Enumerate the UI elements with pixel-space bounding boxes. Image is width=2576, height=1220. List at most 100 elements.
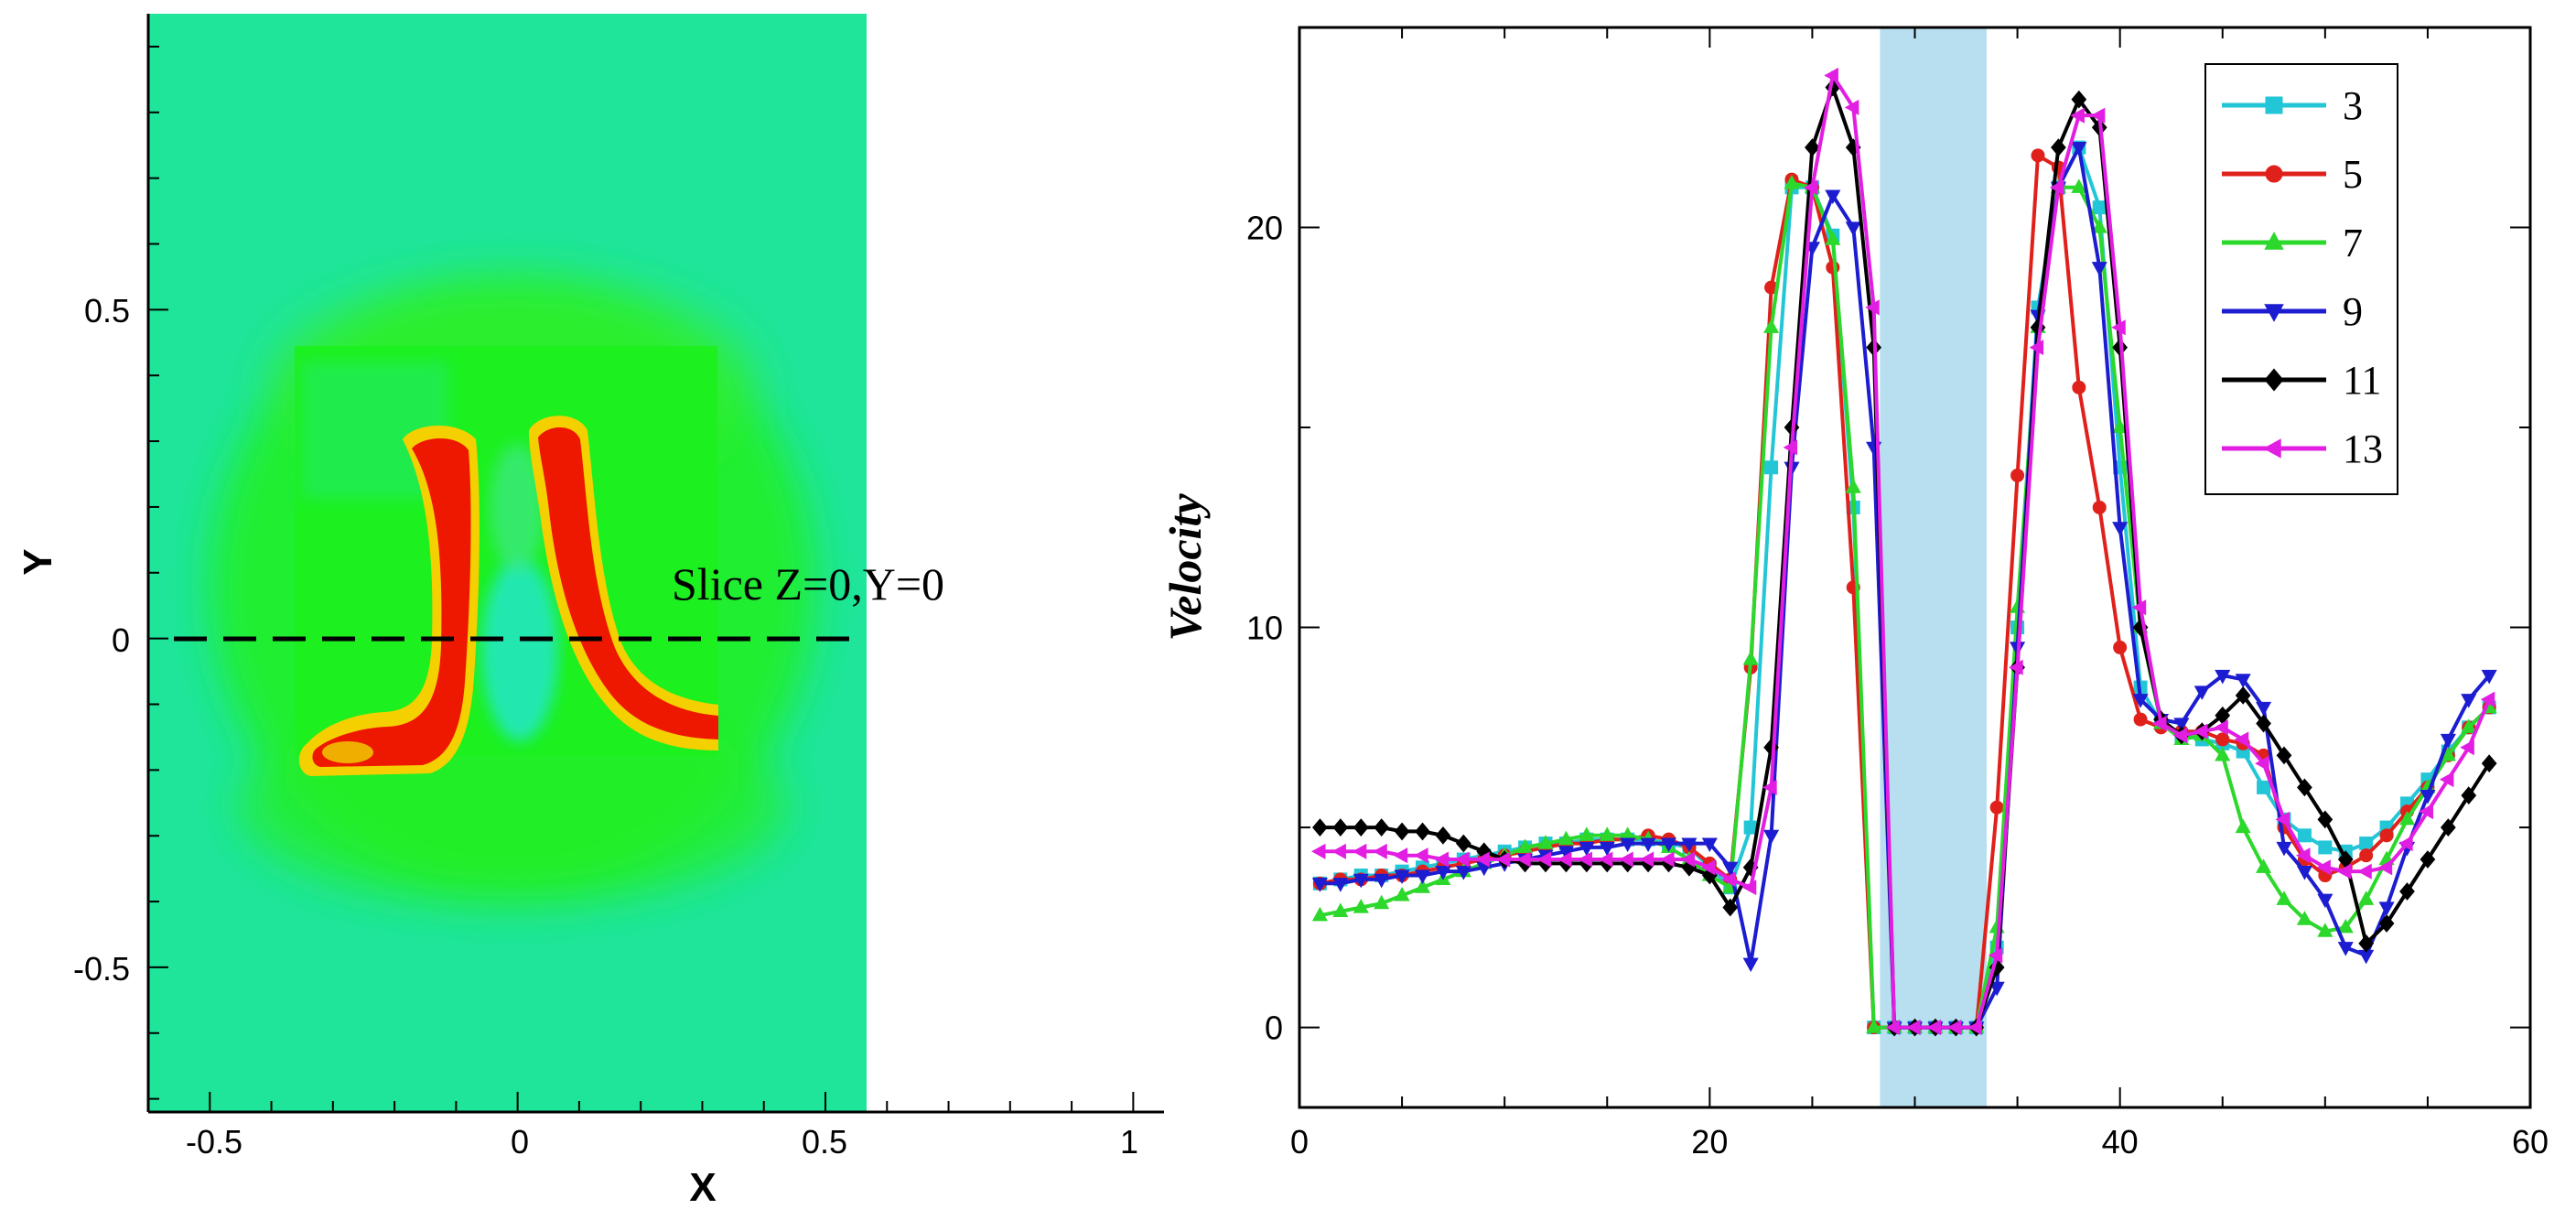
data-point-11 bbox=[2399, 882, 2415, 901]
data-point-11 bbox=[1763, 738, 1779, 757]
data-point-13 bbox=[1639, 851, 1654, 868]
data-point-13 bbox=[1721, 871, 1736, 888]
data-point-9 bbox=[2317, 893, 2333, 909]
data-point-11 bbox=[2071, 90, 2087, 109]
data-point-13 bbox=[2070, 107, 2085, 124]
data-point-13 bbox=[2316, 859, 2331, 876]
data-point-9 bbox=[1394, 869, 1410, 884]
shaded-region bbox=[1880, 27, 1987, 1107]
legend-label: 11 bbox=[2343, 358, 2381, 403]
data-point-13 bbox=[2172, 728, 2188, 744]
data-point-9 bbox=[1311, 878, 1328, 892]
data-point-13 bbox=[1557, 851, 1572, 868]
data-point-9 bbox=[2215, 669, 2231, 685]
chart-tick-labels: 0 20 40 60 0 10 20 bbox=[1246, 210, 2549, 1161]
data-point-5 bbox=[2010, 468, 2025, 482]
data-point-5 bbox=[2072, 380, 2086, 394]
data-point-3 bbox=[2318, 840, 2333, 855]
legend-marker bbox=[2263, 438, 2281, 459]
data-point-13 bbox=[1475, 851, 1490, 868]
x-tick-label: 60 bbox=[2512, 1123, 2549, 1161]
data-point-7 bbox=[2337, 918, 2354, 934]
data-point-9 bbox=[2337, 942, 2354, 956]
data-point-9 bbox=[1620, 837, 1636, 852]
core-region-upper bbox=[490, 444, 544, 572]
data-point-7 bbox=[1579, 826, 1595, 841]
data-point-9 bbox=[2481, 669, 2497, 685]
legend-marker bbox=[2265, 96, 2283, 114]
data-point-7 bbox=[1332, 902, 1349, 917]
data-point-9 bbox=[1455, 866, 1471, 880]
legend-marker bbox=[2264, 232, 2284, 250]
data-point-7 bbox=[2276, 891, 2292, 905]
data-point-7 bbox=[1414, 879, 1431, 893]
data-point-9 bbox=[1681, 837, 1698, 852]
data-point-13 bbox=[1660, 851, 1675, 868]
legend-label: 13 bbox=[2343, 426, 2383, 471]
right-plume bbox=[529, 416, 718, 750]
data-point-7 bbox=[2112, 418, 2129, 434]
velocity-chart-svg: 0 20 40 60 0 10 20 Velocity 3 5 7 9 11 13 bbox=[1159, 26, 2549, 1161]
data-point-5 bbox=[2215, 732, 2230, 747]
data-point-13 bbox=[2152, 715, 2167, 731]
y-tick-label: 0 bbox=[1265, 1009, 1283, 1047]
data-point-7 bbox=[2215, 746, 2231, 761]
data-point-9 bbox=[1599, 841, 1615, 857]
data-point-3 bbox=[1764, 460, 1779, 475]
data-point-9 bbox=[2440, 733, 2456, 749]
data-point-13 bbox=[1700, 859, 1716, 876]
data-point-13 bbox=[2234, 731, 2249, 748]
data-point-9 bbox=[1640, 837, 1656, 852]
data-point-5 bbox=[2379, 828, 2394, 843]
data-point-13 bbox=[1393, 848, 1408, 864]
data-point-13 bbox=[1680, 851, 1696, 868]
slice-label: Slice Z=0,Y=0 bbox=[672, 558, 944, 610]
data-point-13 bbox=[1536, 851, 1552, 868]
data-point-13 bbox=[1373, 843, 1387, 859]
data-point-11 bbox=[2440, 818, 2456, 837]
data-point-13 bbox=[1495, 851, 1511, 868]
data-point-7 bbox=[1537, 835, 1554, 849]
legend-label: 3 bbox=[2343, 83, 2363, 128]
x-tick-label: 0 bbox=[1290, 1123, 1309, 1161]
data-point-13 bbox=[1885, 1020, 1901, 1036]
data-point-7 bbox=[2256, 858, 2272, 873]
data-point-9 bbox=[1557, 846, 1574, 860]
legend-label: 5 bbox=[2343, 152, 2363, 197]
data-point-5 bbox=[2113, 640, 2128, 654]
data-point-11 bbox=[2235, 686, 2251, 705]
series-13 bbox=[1310, 67, 2495, 1036]
data-point-7 bbox=[2091, 219, 2107, 233]
data-point-13 bbox=[1844, 99, 1859, 115]
data-point-3 bbox=[2257, 780, 2271, 794]
data-point-3 bbox=[2359, 837, 2374, 851]
contour-figure: Slice Z=0,Y=0 -0.5 0 0.5 1 0.5 0 -0.5 X … bbox=[0, 0, 1190, 1215]
data-point-11 bbox=[1415, 822, 1430, 841]
data-point-9 bbox=[2173, 718, 2190, 732]
data-point-13 bbox=[1946, 1020, 1962, 1036]
data-point-13 bbox=[1926, 1020, 1942, 1036]
data-point-13 bbox=[1331, 843, 1346, 859]
data-point-9 bbox=[2071, 142, 2087, 157]
data-point-7 bbox=[1784, 175, 1800, 189]
left-axes bbox=[146, 14, 1164, 1114]
data-point-11 bbox=[2378, 914, 2395, 933]
data-point-13 bbox=[2439, 772, 2454, 788]
data-point-13 bbox=[1516, 851, 1531, 868]
legend-marker bbox=[2264, 304, 2284, 322]
data-point-13 bbox=[2214, 719, 2228, 736]
data-point-13 bbox=[2295, 848, 2311, 864]
data-point-9 bbox=[2420, 790, 2436, 804]
data-point-5 bbox=[1989, 800, 2004, 815]
data-point-7 bbox=[2461, 718, 2477, 733]
x-tick-label: -0.5 bbox=[186, 1123, 243, 1161]
data-point-13 bbox=[1414, 848, 1428, 864]
y-tick-label: -0.5 bbox=[73, 950, 130, 988]
legend-item: 5 bbox=[2222, 152, 2363, 197]
data-point-13 bbox=[2419, 804, 2434, 820]
data-point-9 bbox=[1825, 189, 1841, 204]
data-point-9 bbox=[1701, 837, 1718, 852]
data-point-11 bbox=[1394, 822, 1410, 841]
data-point-7 bbox=[2296, 911, 2312, 925]
legend-box bbox=[2204, 63, 2398, 495]
